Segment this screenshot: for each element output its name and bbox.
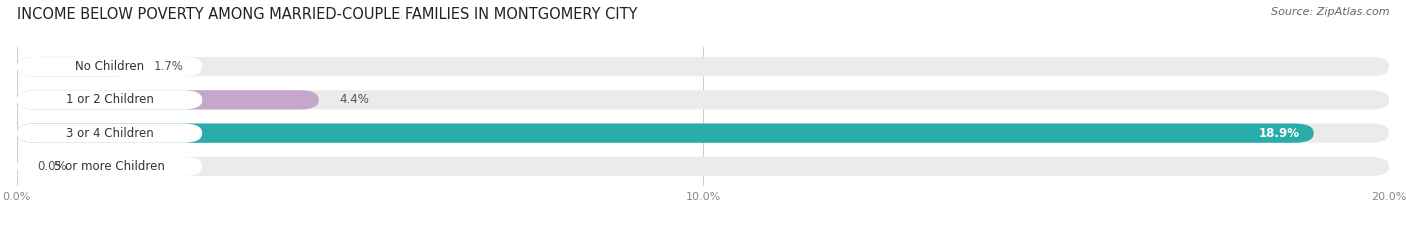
FancyBboxPatch shape (17, 57, 134, 76)
FancyBboxPatch shape (17, 90, 202, 110)
Text: Source: ZipAtlas.com: Source: ZipAtlas.com (1271, 7, 1389, 17)
FancyBboxPatch shape (17, 123, 1389, 143)
FancyBboxPatch shape (17, 123, 1313, 143)
Text: 1.7%: 1.7% (155, 60, 184, 73)
Text: No Children: No Children (75, 60, 143, 73)
FancyBboxPatch shape (17, 123, 202, 143)
FancyBboxPatch shape (17, 57, 202, 76)
FancyBboxPatch shape (17, 90, 1389, 110)
Text: 1 or 2 Children: 1 or 2 Children (66, 93, 153, 106)
Text: 3 or 4 Children: 3 or 4 Children (66, 127, 153, 140)
Text: 18.9%: 18.9% (1258, 127, 1301, 140)
FancyBboxPatch shape (17, 90, 319, 110)
Text: INCOME BELOW POVERTY AMONG MARRIED-COUPLE FAMILIES IN MONTGOMERY CITY: INCOME BELOW POVERTY AMONG MARRIED-COUPL… (17, 7, 637, 22)
FancyBboxPatch shape (17, 157, 1389, 176)
FancyBboxPatch shape (17, 57, 1389, 76)
FancyBboxPatch shape (17, 157, 202, 176)
Text: 4.4%: 4.4% (339, 93, 370, 106)
Text: 0.0%: 0.0% (38, 160, 67, 173)
Text: 5 or more Children: 5 or more Children (53, 160, 165, 173)
